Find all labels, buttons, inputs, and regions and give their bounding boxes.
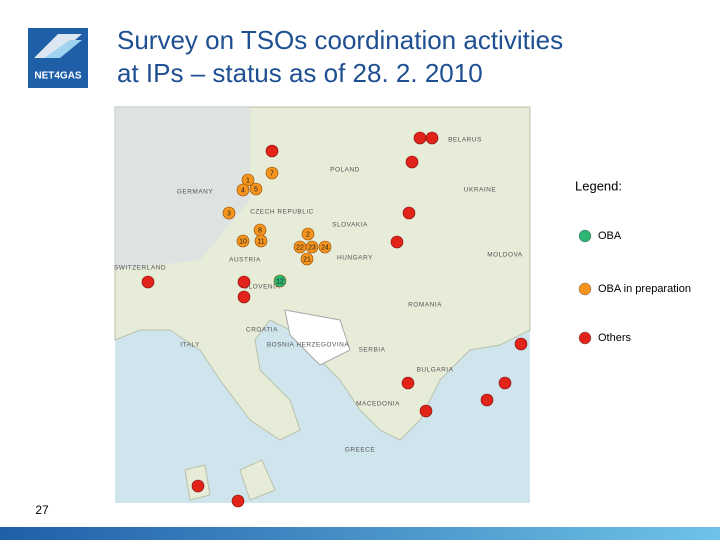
ip-marker-label: 24 — [321, 244, 329, 251]
ip-marker — [305, 240, 319, 254]
ip-marker-label: 10 — [239, 238, 247, 245]
country-label: BULGARIA — [417, 367, 454, 374]
legend-label: OBA — [598, 230, 622, 242]
ip-marker-label: 23 — [308, 244, 316, 251]
ip-marker — [300, 252, 314, 266]
legend-swatch — [578, 282, 592, 296]
ip-marker-label: 11 — [257, 238, 264, 245]
legend: OBA OBA in preparation Others — [578, 229, 691, 345]
legend-swatch — [578, 229, 592, 243]
ip-marker — [254, 234, 268, 248]
ip-marker — [191, 479, 205, 493]
west-region — [115, 107, 250, 270]
ip-marker — [237, 275, 251, 289]
country-label: MACEDONIA — [356, 401, 400, 408]
ip-marker-label: 5 — [254, 186, 258, 193]
country-label: HUNGARY — [337, 255, 373, 262]
ip-marker — [514, 337, 528, 351]
ip-marker — [265, 144, 279, 158]
ip-marker — [390, 235, 404, 249]
country-label: CROATIA — [246, 327, 278, 334]
ip-marker — [419, 404, 433, 418]
country-label: GREECE — [345, 447, 376, 454]
land — [239, 459, 276, 501]
ip-marker — [301, 227, 315, 241]
ip-marker — [236, 183, 250, 197]
country-label: BELARUS — [448, 137, 482, 144]
ip-marker-label: 2 — [306, 231, 310, 238]
country-label: GERMANY — [177, 189, 214, 196]
ip-marker — [265, 166, 279, 180]
footer-bar — [0, 527, 720, 540]
logo-text: NET4GAS — [34, 71, 82, 82]
map: BELARUS POLAND GERMANY CZECH REPUBLIC SLOVAK… — [114, 106, 531, 508]
ip-marker — [401, 376, 415, 390]
ip-marker — [318, 240, 332, 254]
ip-marker — [249, 182, 263, 196]
ip-marker — [402, 206, 416, 220]
ip-marker — [498, 376, 512, 390]
ip-marker — [241, 173, 255, 187]
ip-marker-label: 21 — [303, 256, 311, 263]
ip-marker-label: 8 — [258, 227, 262, 234]
ip-marker-label: 7 — [270, 170, 274, 177]
ip-marker — [425, 131, 439, 145]
legend-swatch — [578, 331, 592, 345]
ip-marker — [480, 393, 494, 407]
country-label: SLOVENIA — [244, 284, 281, 291]
ip-marker — [236, 234, 250, 248]
ip-marker — [222, 206, 236, 220]
ip-marker-label: 3 — [227, 210, 231, 217]
country-label: MOLDOVA — [487, 252, 523, 259]
country-label: UKRAINE — [464, 187, 497, 194]
title-line: at IPs – status as of 28. 2. 2010 — [117, 58, 483, 88]
ip-marker — [237, 290, 251, 304]
country-label: SLOVAKIA — [332, 222, 368, 229]
country-label: BOSNIA HERZEGOVINA — [267, 342, 349, 349]
bosnia-area — [284, 309, 351, 366]
country-label: ROMANIA — [408, 302, 442, 309]
country-label: POLAND — [330, 167, 360, 174]
ip-marker — [231, 494, 245, 508]
ip-marker — [273, 274, 287, 288]
logo-swoosh — [44, 40, 82, 58]
ip-marker-label: 1 — [246, 177, 250, 184]
ip-marker — [141, 275, 155, 289]
country-label: SERBIA — [359, 347, 386, 354]
title-line: Survey on TSOs coordination activities — [117, 25, 563, 55]
logo: NET4GAS — [28, 28, 88, 88]
ip-marker-label: 22 — [296, 244, 304, 251]
ip-marker — [405, 155, 419, 169]
legend-label: Others — [598, 332, 632, 344]
map-markers: 12 7 14 5 3 8 10 11 222 23 24 21 — [141, 131, 528, 508]
page-number: 27 — [35, 503, 49, 517]
country-label: SWITZERLAND — [114, 265, 166, 272]
country-label: AUSTRIA — [229, 257, 261, 264]
legend-label: OBA in preparation — [598, 283, 691, 295]
ip-marker-label: 4 — [241, 187, 245, 194]
ip-marker-label: 12 — [276, 278, 284, 285]
ip-marker — [413, 131, 427, 145]
country-label: ITALY — [180, 342, 200, 349]
country-label: CZECH REPUBLIC — [250, 209, 314, 216]
legend-title: Legend: — [575, 178, 622, 193]
map-labels: BELARUS POLAND GERMANY CZECH REPUBLIC SLOVAK… — [114, 137, 523, 454]
